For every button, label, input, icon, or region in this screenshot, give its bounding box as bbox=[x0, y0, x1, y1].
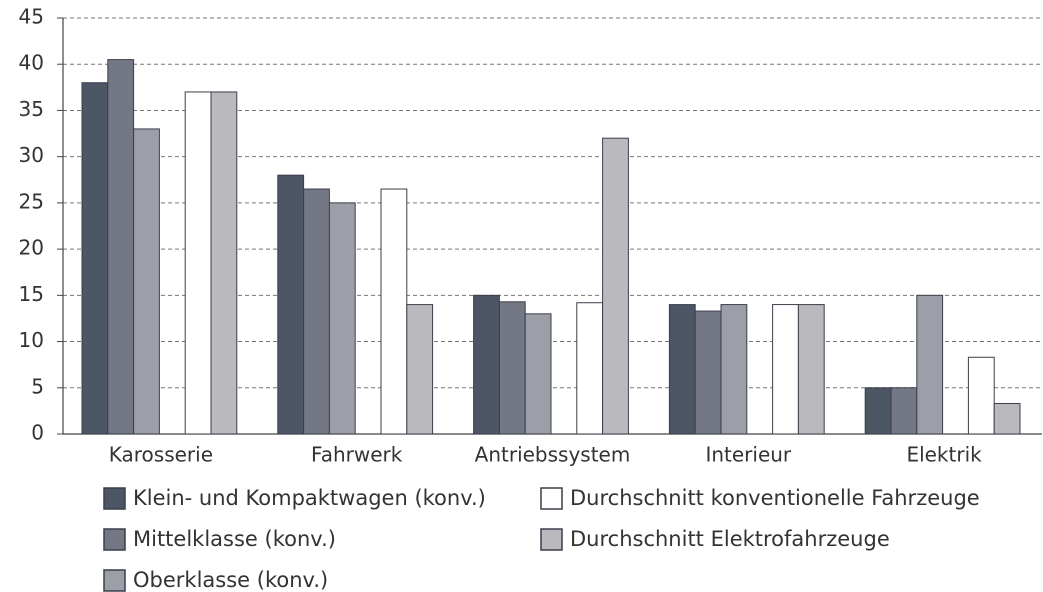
y-tick-label: 30 bbox=[19, 143, 44, 167]
x-tick-label: Interieur bbox=[705, 443, 791, 467]
bar bbox=[107, 59, 135, 435]
legend-label: Mittelklasse (konv.) bbox=[133, 527, 336, 551]
legend-label: Oberklasse (konv.) bbox=[133, 568, 328, 592]
y-tick-label: 40 bbox=[19, 51, 44, 75]
bar bbox=[133, 128, 160, 435]
bar bbox=[916, 294, 944, 435]
bar bbox=[797, 304, 825, 435]
y-tick-label: 0 bbox=[31, 421, 44, 445]
bar bbox=[473, 294, 500, 435]
bar bbox=[576, 302, 604, 435]
bar bbox=[668, 304, 696, 435]
y-tick-label: 35 bbox=[19, 97, 44, 121]
bar bbox=[602, 137, 629, 435]
legend-swatch bbox=[103, 569, 126, 592]
bar bbox=[720, 304, 748, 435]
y-tick-label: 5 bbox=[31, 374, 44, 398]
y-tick-label: 25 bbox=[19, 189, 44, 213]
legend-label: Durchschnitt konventionelle Fahrzeuge bbox=[570, 486, 980, 510]
bar bbox=[81, 82, 109, 435]
y-tick-label: 15 bbox=[19, 282, 44, 306]
bar bbox=[303, 188, 330, 435]
bar bbox=[380, 188, 408, 435]
bar bbox=[772, 304, 799, 435]
x-tick-label: Antriebssystem bbox=[475, 443, 631, 467]
legend-label: Klein- und Kompaktwagen (konv.) bbox=[133, 486, 486, 510]
legend-swatch bbox=[540, 528, 563, 551]
x-tick-label: Karosserie bbox=[109, 443, 213, 467]
legend-label: Durchschnitt Elektrofahrzeuge bbox=[570, 527, 890, 551]
legend-swatch bbox=[103, 487, 126, 510]
bar bbox=[406, 304, 434, 435]
x-tick-label: Fahrwerk bbox=[311, 443, 403, 467]
bar bbox=[498, 301, 526, 435]
legend-swatch bbox=[103, 528, 126, 551]
bar bbox=[524, 313, 552, 435]
legend-swatch bbox=[540, 487, 563, 510]
bar bbox=[210, 91, 238, 435]
bar bbox=[694, 310, 722, 435]
bar bbox=[967, 356, 995, 435]
bar bbox=[993, 402, 1021, 435]
bar bbox=[328, 202, 356, 435]
y-tick-label: 10 bbox=[19, 328, 44, 352]
bar bbox=[277, 174, 305, 435]
x-tick-label: Elektrik bbox=[906, 443, 982, 467]
bar bbox=[864, 387, 892, 435]
bar bbox=[184, 91, 212, 435]
y-tick-label: 45 bbox=[19, 5, 44, 29]
bar bbox=[890, 387, 918, 435]
y-tick-label: 20 bbox=[19, 236, 44, 260]
